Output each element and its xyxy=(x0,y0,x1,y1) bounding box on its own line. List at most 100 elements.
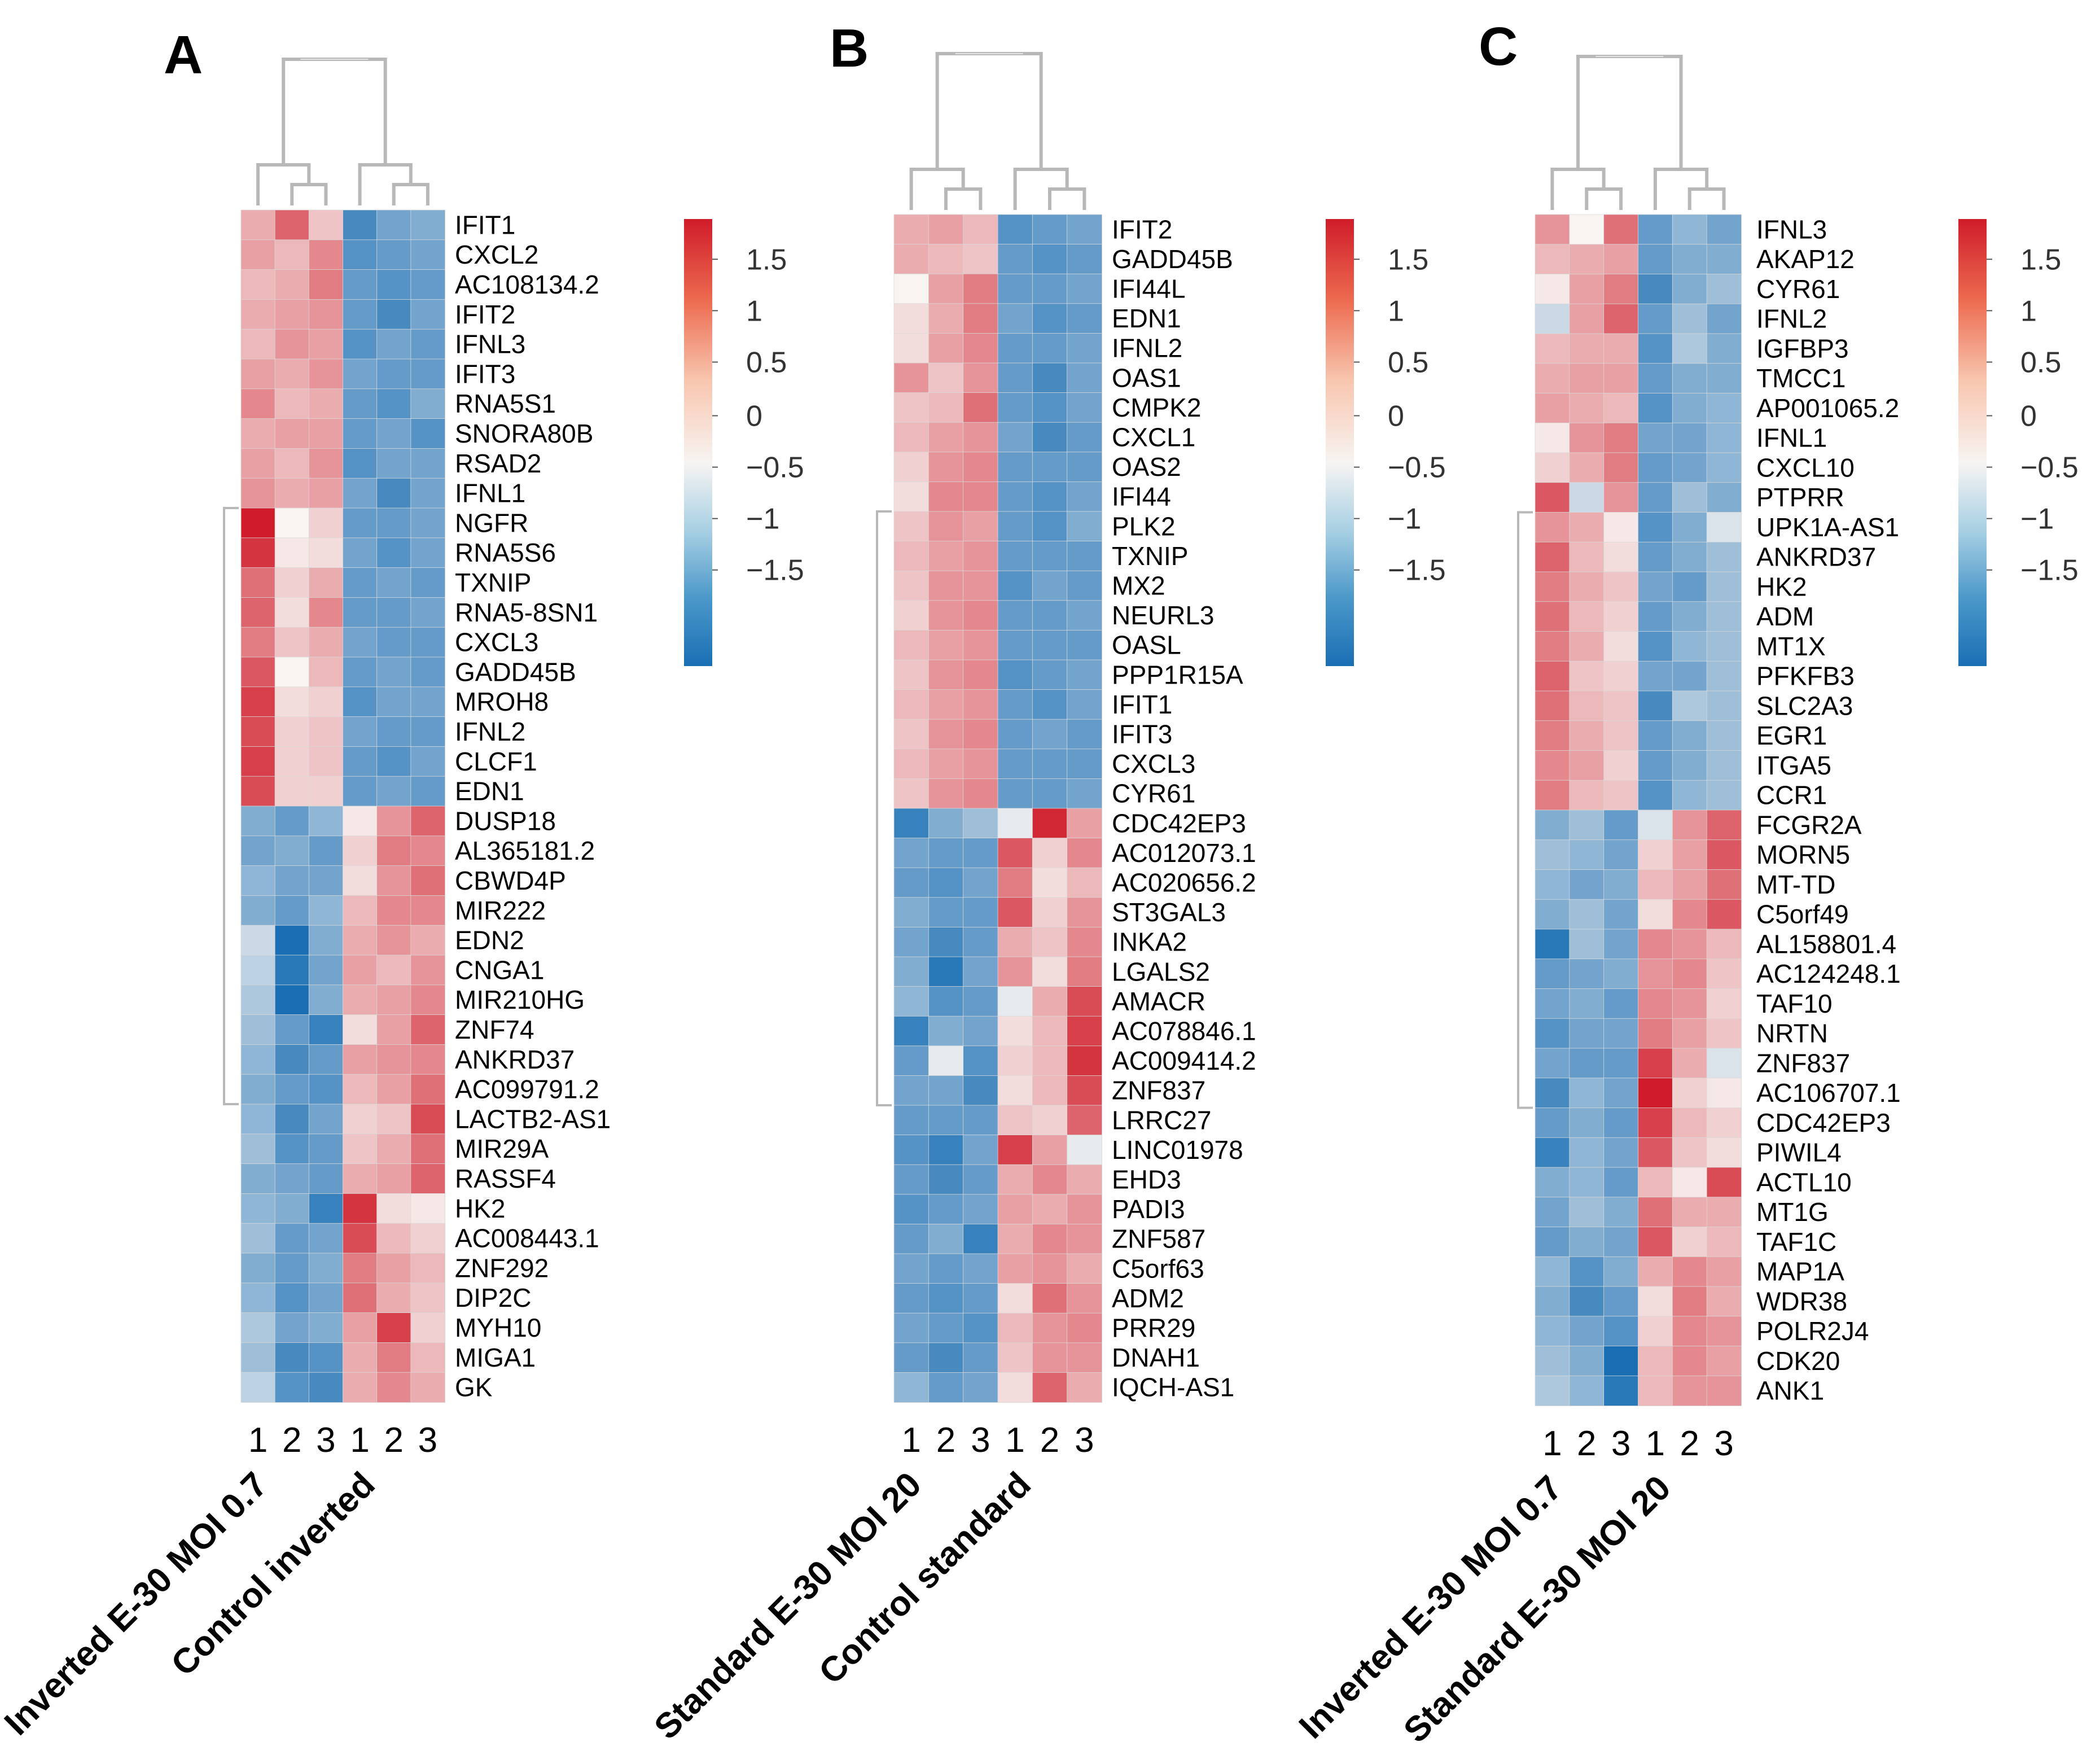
heatmap-cell xyxy=(1535,988,1570,1019)
group-label: Control inverted xyxy=(164,1465,382,1683)
heatmap-cell xyxy=(1067,1253,1102,1284)
heatmap-cell xyxy=(308,1253,344,1284)
gene-label: AC099791.2 xyxy=(455,1075,599,1104)
heatmap-cell xyxy=(376,597,411,628)
heatmap-cell xyxy=(1032,778,1068,809)
gene-label: FCGR2A xyxy=(1756,810,1862,839)
gene-label: ZNF587 xyxy=(1112,1224,1205,1254)
heatmap-cell xyxy=(308,1223,344,1254)
heatmap-cell xyxy=(928,1164,964,1195)
heatmap-cell xyxy=(1638,571,1673,602)
heatmap-cell xyxy=(410,895,445,926)
gene-label: MIR222 xyxy=(455,896,546,925)
heatmap-cell xyxy=(274,418,310,449)
gene-label: AKAP12 xyxy=(1756,244,1855,274)
gene-label: GK xyxy=(455,1373,493,1402)
heatmap-cell xyxy=(928,867,964,898)
heatmap-cell xyxy=(928,214,964,245)
heatmap-cell xyxy=(1535,1137,1570,1168)
heatmap-cell xyxy=(1067,333,1102,364)
gene-label: OAS1 xyxy=(1112,363,1181,392)
heatmap-cell xyxy=(893,808,930,839)
heatmap-cell xyxy=(1067,986,1102,1017)
heatmap-cell xyxy=(308,1044,344,1075)
heatmap-cell xyxy=(893,1223,930,1254)
column-label: 3 xyxy=(418,1421,437,1460)
heatmap-cell xyxy=(1706,750,1742,781)
heatmap-cell xyxy=(308,209,344,240)
heatmap-cell xyxy=(997,689,1033,720)
heatmap-cell xyxy=(308,806,344,837)
heatmap-cell xyxy=(1638,750,1673,781)
heatmap-cell xyxy=(1706,958,1742,990)
heatmap-cell xyxy=(1706,452,1742,483)
column-label: 1 xyxy=(901,1421,920,1460)
gene-label: IFNL1 xyxy=(455,479,525,508)
heatmap-cell xyxy=(1569,512,1605,543)
colorbar-tick-label: 0.5 xyxy=(746,346,787,379)
heatmap-cell xyxy=(343,299,378,330)
heatmap-cell xyxy=(1535,1346,1570,1377)
heatmap-cell xyxy=(893,1194,930,1225)
heatmap-cell xyxy=(240,984,276,1015)
gene-label: PIWIL4 xyxy=(1756,1138,1842,1167)
heatmap-cell xyxy=(1032,689,1068,720)
heatmap-cell xyxy=(343,209,378,240)
heatmap-cell xyxy=(274,746,310,777)
heatmap-cell xyxy=(274,567,310,598)
heatmap-cell xyxy=(1706,1316,1742,1347)
heatmap-cell xyxy=(1569,1078,1605,1109)
heatmap-cell xyxy=(1067,956,1102,987)
heatmap-cell xyxy=(963,482,998,513)
heatmap-cell xyxy=(1603,869,1639,900)
gene-label: CDC42EP3 xyxy=(1112,808,1246,838)
heatmap-cell xyxy=(1032,808,1068,839)
heatmap-cell xyxy=(1032,333,1068,364)
heatmap-cell xyxy=(928,570,964,601)
heatmap-cell xyxy=(997,1015,1033,1047)
heatmap-cell xyxy=(1067,1105,1102,1136)
heatmap-cell xyxy=(410,627,445,658)
heatmap-cell xyxy=(997,867,1033,898)
heatmap-cell xyxy=(376,835,411,866)
heatmap-cell xyxy=(343,239,378,270)
heatmap-cell xyxy=(410,239,445,270)
heatmap-cell xyxy=(1706,839,1742,870)
column-label: 1 xyxy=(248,1421,268,1460)
heatmap-cell xyxy=(963,897,998,928)
gene-label: AC108134.2 xyxy=(455,270,599,299)
column-label: 2 xyxy=(282,1421,301,1460)
heatmap-cell xyxy=(376,716,411,747)
heatmap-cell xyxy=(1672,601,1708,632)
heatmap-cell xyxy=(1603,244,1639,275)
heatmap-cell xyxy=(1706,929,1742,960)
heatmap-cell xyxy=(1672,1048,1708,1079)
heatmap-cell xyxy=(963,1253,998,1284)
heatmap-cell xyxy=(1032,1105,1068,1136)
heatmap-cell xyxy=(1638,899,1673,930)
heatmap-cell xyxy=(1067,1283,1102,1314)
gene-label: AC124248.1 xyxy=(1756,959,1901,988)
heatmap-cell xyxy=(1638,839,1673,870)
heatmap-cell xyxy=(1706,422,1742,453)
heatmap-cell xyxy=(1672,1078,1708,1109)
heatmap-cell xyxy=(1638,1286,1673,1317)
heatmap-cell xyxy=(1638,780,1673,811)
heatmap-cell xyxy=(1672,809,1708,841)
heatmap-cell xyxy=(308,746,344,777)
heatmap-cell xyxy=(1638,631,1673,662)
heatmap-cell xyxy=(1603,750,1639,781)
gene-label: IQCH-AS1 xyxy=(1112,1373,1234,1402)
gene-label: CYR61 xyxy=(1112,779,1195,808)
heatmap-cell xyxy=(893,927,930,958)
column-label: 1 xyxy=(350,1421,369,1460)
heatmap-cell xyxy=(893,511,930,542)
heatmap-cell xyxy=(997,452,1033,483)
heatmap-cell xyxy=(308,1163,344,1194)
heatmap-cell xyxy=(343,1104,378,1135)
heatmap-cell xyxy=(997,1372,1033,1403)
heatmap-cell xyxy=(1569,1108,1605,1139)
gene-label: PTPRR xyxy=(1756,483,1844,512)
heatmap-cell xyxy=(308,955,344,986)
heatmap-cell xyxy=(893,422,930,453)
